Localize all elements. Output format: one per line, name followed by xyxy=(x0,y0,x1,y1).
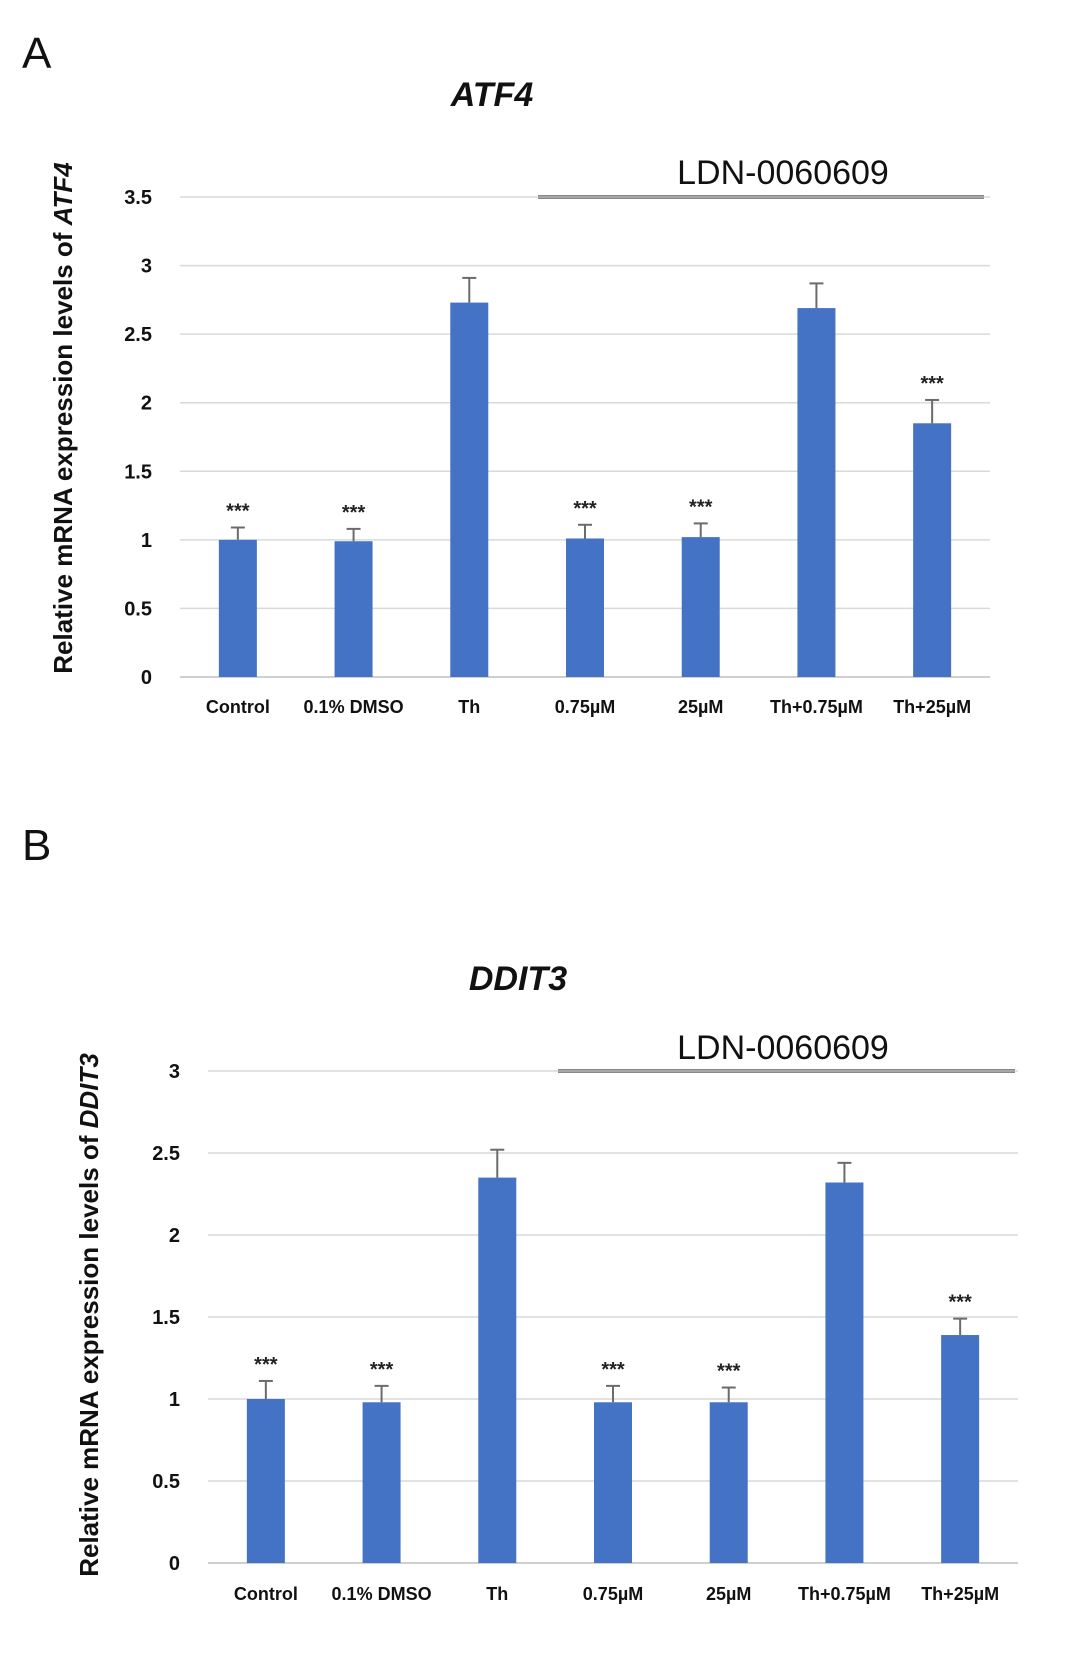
significance-mark: *** xyxy=(601,1359,625,1381)
bar xyxy=(825,1182,864,1563)
y-tick-label: 2.5 xyxy=(152,1143,180,1165)
significance-mark: *** xyxy=(573,498,597,520)
significance-mark: *** xyxy=(689,496,713,518)
significance-mark: *** xyxy=(226,501,250,523)
x-tick-label: Th xyxy=(458,697,480,717)
significance-mark: *** xyxy=(920,373,944,395)
gridlines-a xyxy=(180,196,990,678)
x-tick-label: Th xyxy=(486,1584,508,1604)
panel-letter-a: A xyxy=(22,29,52,78)
x-tick-labels-a: Control 0.1% DMSO Th 0.75µM 25µM Th+0.75µM Th+… xyxy=(206,697,971,717)
bar xyxy=(218,539,257,677)
significance-mark: *** xyxy=(254,1354,278,1376)
significance-mark: *** xyxy=(370,1359,394,1381)
y-tick-label: 0 xyxy=(141,667,152,689)
bar xyxy=(709,1402,748,1563)
x-tick-label: 25µM xyxy=(706,1584,751,1604)
y-axis-label-a: Relative mRNA expression levels of ATF4 xyxy=(48,162,78,674)
bar xyxy=(246,1399,285,1563)
panel-a: A ATF4 Relative mRNA expression levels o… xyxy=(22,29,990,717)
treatment-label-a: LDN-0060609 xyxy=(677,154,889,192)
chart-title-atf4: ATF4 xyxy=(450,76,534,114)
bar xyxy=(594,1402,632,1563)
bar xyxy=(478,1177,517,1563)
x-tick-label: Control xyxy=(206,697,270,717)
significance-mark: *** xyxy=(717,1361,741,1383)
bar xyxy=(450,302,489,677)
x-tick-label: Th+0.75µM xyxy=(798,1584,891,1604)
x-tick-label: 0.1% DMSO xyxy=(304,697,404,717)
x-tick-label: Control xyxy=(234,1584,298,1604)
x-tick-label: Th+0.75µM xyxy=(770,697,863,717)
y-tick-label: 1 xyxy=(169,1389,180,1411)
y-tick-label: 0.5 xyxy=(152,1471,180,1493)
error-bars-a xyxy=(230,276,940,542)
y-ticks-a: 0 0.5 1 1.5 2 2.5 3 3.5 xyxy=(124,187,152,689)
bars-b xyxy=(246,1177,980,1563)
error-bars-b xyxy=(258,1148,968,1403)
x-tick-label: 0.75µM xyxy=(583,1584,643,1604)
y-tick-label: 1 xyxy=(141,530,152,552)
x-tick-label: Th+25µM xyxy=(893,697,971,717)
x-tick-labels-b: Control 0.1% DMSO Th 0.75µM 25µM Th+0.75µM Th+… xyxy=(234,1584,999,1604)
y-axis-label-b: Relative mRNA expression levels of DDIT3 xyxy=(74,1053,104,1577)
bar xyxy=(681,537,720,677)
bars-a xyxy=(218,302,952,677)
y-tick-label: 1.5 xyxy=(152,1307,180,1329)
bar xyxy=(566,538,604,677)
bar xyxy=(334,541,373,677)
x-tick-label: 0.75µM xyxy=(555,697,615,717)
y-tick-label: 2 xyxy=(141,393,152,415)
y-ticks-b: 0 0.5 1 1.5 2 2.5 3 xyxy=(152,1061,180,1575)
panel-b: B DDIT3 Relative mRNA expression levels … xyxy=(22,821,1018,1604)
y-tick-label: 3 xyxy=(141,256,152,278)
y-tick-label: 0 xyxy=(169,1553,180,1575)
bar xyxy=(797,308,836,677)
significance-marks-b: *** *** *** *** *** xyxy=(254,1292,972,1383)
treatment-label-b: LDN-0060609 xyxy=(677,1029,889,1067)
y-tick-label: 2 xyxy=(169,1225,180,1247)
y-tick-label: 3 xyxy=(169,1061,180,1083)
significance-mark: *** xyxy=(342,502,366,524)
bar xyxy=(362,1402,401,1563)
y-tick-label: 0.5 xyxy=(124,598,152,620)
significance-marks-a: *** *** *** *** *** xyxy=(226,373,944,524)
x-tick-label: 25µM xyxy=(678,697,723,717)
y-tick-label: 1.5 xyxy=(124,461,152,483)
y-tick-label: 3.5 xyxy=(124,187,152,209)
y-tick-label: 2.5 xyxy=(124,324,152,346)
bar xyxy=(913,423,952,677)
significance-mark: *** xyxy=(948,1292,972,1314)
x-tick-label: Th+25µM xyxy=(921,1584,999,1604)
panel-letter-b: B xyxy=(22,821,51,870)
bar xyxy=(941,1335,980,1563)
chart-title-ddit3: DDIT3 xyxy=(469,960,567,998)
x-tick-label: 0.1% DMSO xyxy=(332,1584,432,1604)
